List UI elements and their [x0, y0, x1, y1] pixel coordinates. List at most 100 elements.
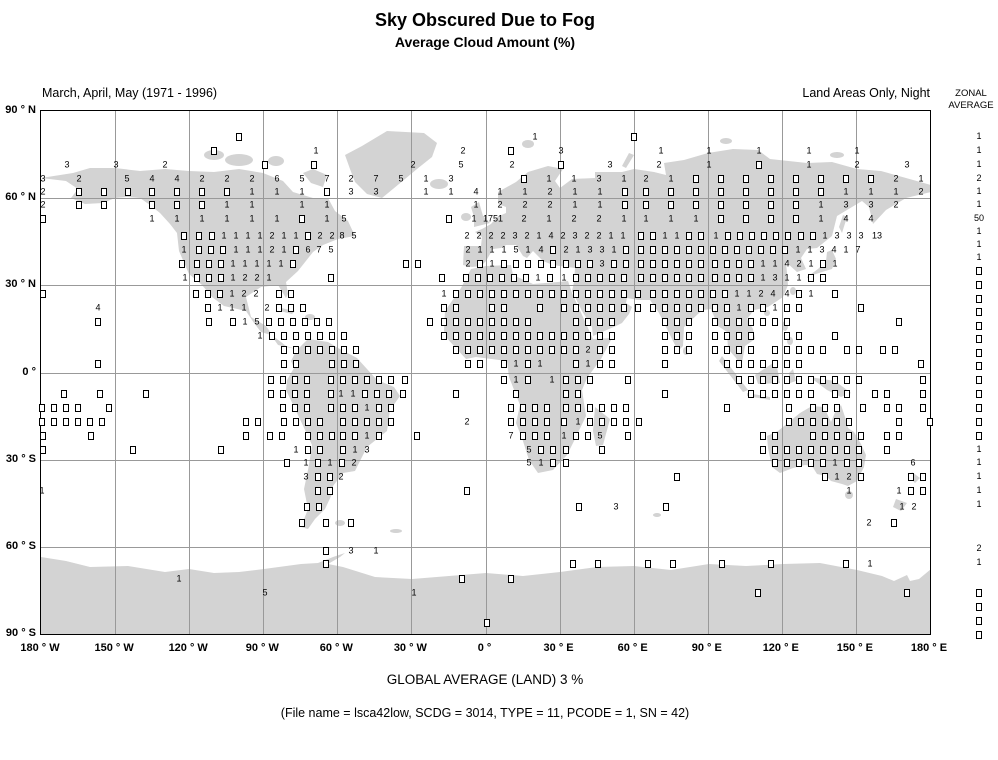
zero-box-glyph — [743, 215, 749, 223]
zero-box-glyph — [773, 232, 779, 240]
landmass-eurasia — [463, 149, 930, 368]
data-value: 1 — [303, 457, 309, 468]
zero-box-glyph — [293, 346, 299, 354]
data-value: 7 — [373, 173, 379, 184]
zero-box-glyph — [768, 175, 774, 183]
data-value: 1 — [249, 186, 255, 197]
zero-box-glyph — [513, 390, 519, 398]
zero-box-glyph — [537, 304, 543, 312]
zero-box-glyph — [674, 332, 680, 340]
zero-box-glyph — [205, 290, 211, 298]
zero-box-glyph — [609, 360, 615, 368]
data-value: 2 — [854, 159, 860, 170]
zero-box-glyph — [622, 188, 628, 196]
zero-box-glyph — [538, 446, 544, 454]
zero-box-glyph — [328, 404, 334, 412]
zero-box-glyph — [453, 390, 459, 398]
zero-box-glyph — [501, 376, 507, 384]
data-value: 1 — [536, 230, 542, 241]
island-madagascar — [593, 407, 610, 446]
zero-box-glyph — [858, 304, 864, 312]
data-value: 2 — [465, 244, 471, 255]
zero-box-glyph — [810, 404, 816, 412]
zero-box-glyph — [808, 446, 814, 454]
zero-box-glyph — [760, 376, 766, 384]
island-cuba — [280, 308, 295, 314]
zero-box-glyph — [808, 346, 814, 354]
zero-box-glyph — [635, 304, 641, 312]
zero-box-glyph — [772, 459, 778, 467]
data-value: 2 — [656, 159, 662, 170]
zero-box-glyph — [323, 560, 329, 568]
data-value: 2 — [893, 199, 899, 210]
data-value: 1 — [620, 230, 626, 241]
zero-box-glyph — [686, 290, 692, 298]
zero-box-glyph — [101, 188, 107, 196]
data-value: 1 — [327, 457, 333, 468]
zero-box-glyph — [40, 290, 46, 298]
data-value: 2 — [40, 199, 46, 210]
zonal-average-value — [957, 416, 998, 426]
zero-box-glyph — [748, 390, 754, 398]
zero-box-glyph — [513, 332, 519, 340]
data-value: 1 — [796, 272, 802, 283]
zero-box-glyph — [281, 360, 287, 368]
lat-tick-label: 60 ° N — [5, 191, 36, 204]
zero-box-glyph — [856, 446, 862, 454]
data-value: 2 — [571, 213, 577, 224]
data-value: 6 — [305, 244, 311, 255]
zero-box-glyph — [793, 201, 799, 209]
data-value: 2 — [40, 186, 46, 197]
zero-box-glyph — [760, 318, 766, 326]
zero-box-glyph — [834, 418, 840, 426]
zero-box-glyph — [525, 260, 531, 268]
zero-box-glyph — [563, 390, 569, 398]
data-value: 1 — [281, 244, 287, 255]
zero-box-glyph — [884, 390, 890, 398]
zero-box-glyph — [276, 290, 282, 298]
island-kerguelen — [653, 513, 661, 517]
zero-box-glyph — [40, 432, 46, 440]
data-value: 1 — [546, 213, 552, 224]
zero-box-glyph — [645, 560, 651, 568]
data-value: 2 — [643, 173, 649, 184]
data-value: 1 — [230, 258, 236, 269]
zero-box-glyph — [549, 290, 555, 298]
zero-box-glyph — [376, 376, 382, 384]
zero-box-glyph — [597, 318, 603, 326]
data-value: 1 — [822, 230, 828, 241]
zero-box-glyph — [585, 332, 591, 340]
zero-box-glyph — [786, 418, 792, 426]
data-value: 1 — [299, 199, 305, 210]
zero-box-glyph — [736, 332, 742, 340]
zero-box-glyph — [513, 318, 519, 326]
data-value: 1 — [448, 186, 454, 197]
zero-box-glyph — [772, 432, 778, 440]
data-value: 4 — [843, 213, 849, 224]
data-value: 3 — [596, 173, 602, 184]
data-value: 3 — [599, 258, 605, 269]
zero-box-glyph — [305, 346, 311, 354]
zero-box-glyph — [340, 404, 346, 412]
data-value: 1 — [818, 213, 824, 224]
zero-box-glyph — [872, 390, 878, 398]
zero-box-glyph — [748, 360, 754, 368]
zero-box-glyph — [544, 432, 550, 440]
zero-box-glyph — [710, 290, 716, 298]
zero-box-glyph — [650, 290, 656, 298]
zero-box-glyph — [768, 560, 774, 568]
data-value: 1 — [441, 288, 447, 299]
data-value: 1 — [571, 173, 577, 184]
data-value: 1 — [706, 159, 712, 170]
zero-box-glyph — [846, 418, 852, 426]
zero-box-glyph — [525, 346, 531, 354]
zero-box-glyph — [748, 332, 754, 340]
island-taiwan — [790, 287, 796, 295]
zero-box-glyph — [340, 418, 346, 426]
data-value: 1 — [760, 258, 766, 269]
zero-box-glyph — [920, 473, 926, 481]
data-value: 5 — [254, 316, 260, 327]
data-value: 1 — [575, 244, 581, 255]
zero-box-glyph — [299, 519, 305, 527]
